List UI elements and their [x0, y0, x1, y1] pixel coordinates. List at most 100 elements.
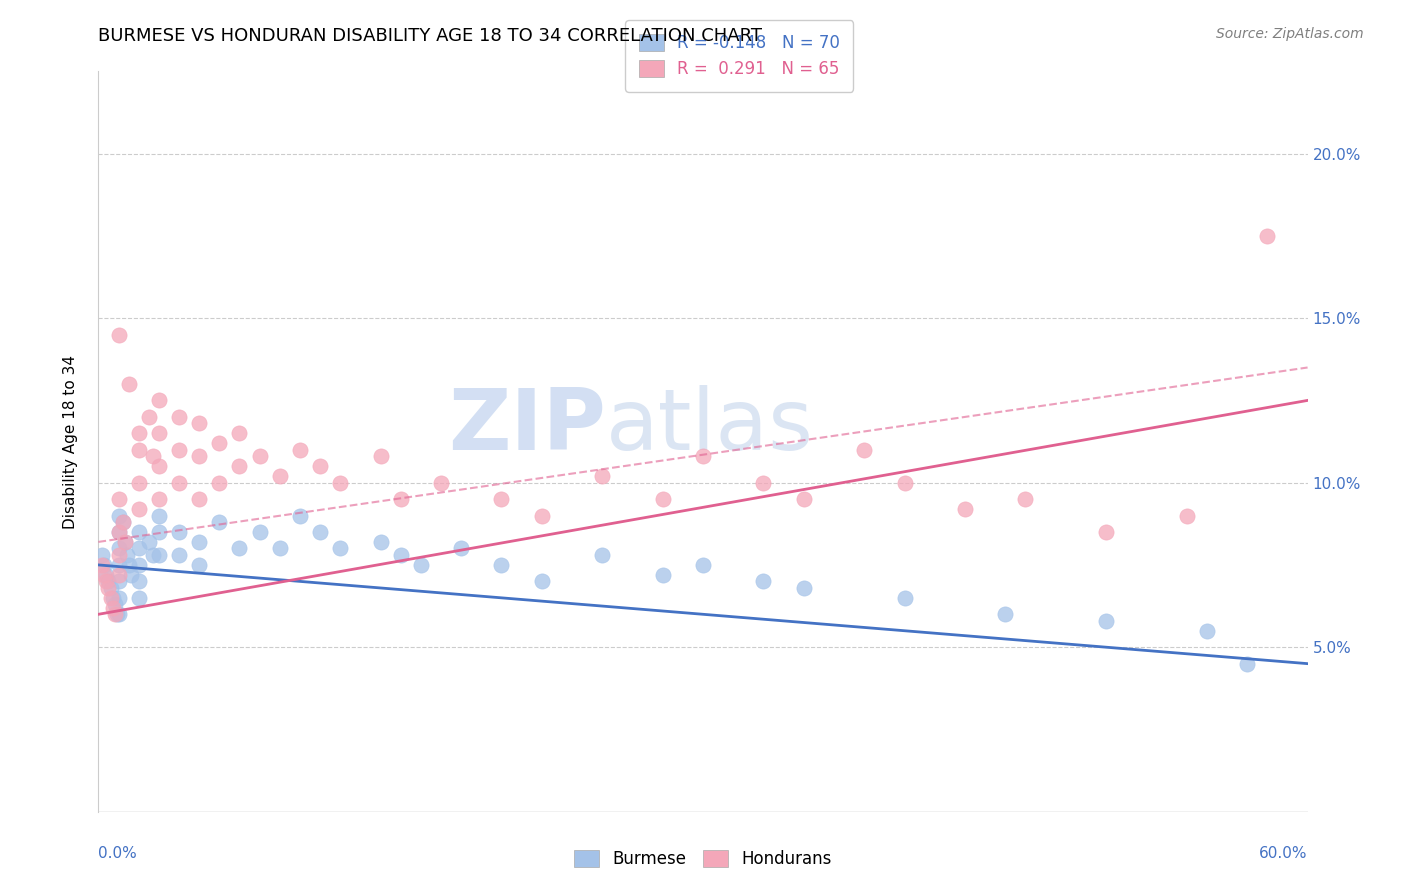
- Point: [111, 515, 134, 529]
- Point: [692, 450, 714, 464]
- Text: atlas: atlas: [606, 385, 814, 468]
- Text: BURMESE VS HONDURAN DISABILITY AGE 18 TO 34 CORRELATION CHART: BURMESE VS HONDURAN DISABILITY AGE 18 TO…: [98, 27, 762, 45]
- Point: [188, 450, 211, 464]
- Point: [128, 591, 150, 605]
- Point: [249, 524, 271, 539]
- Point: [228, 426, 250, 441]
- Point: [128, 442, 150, 457]
- Point: [692, 558, 714, 572]
- Point: [1175, 508, 1198, 523]
- Point: [1195, 624, 1218, 638]
- Point: [208, 436, 231, 450]
- Point: [591, 469, 613, 483]
- Point: [893, 591, 915, 605]
- Point: [389, 548, 412, 562]
- Point: [389, 492, 412, 507]
- Point: [167, 475, 190, 490]
- Point: [138, 535, 160, 549]
- Point: [128, 558, 150, 572]
- Point: [96, 567, 118, 582]
- Point: [107, 541, 129, 556]
- Point: [188, 535, 211, 549]
- Point: [118, 376, 141, 391]
- Point: [651, 567, 673, 582]
- Point: [167, 524, 190, 539]
- Point: [208, 515, 231, 529]
- Point: [107, 327, 129, 342]
- Point: [148, 548, 170, 562]
- Point: [91, 548, 114, 562]
- Point: [167, 442, 190, 457]
- Point: [793, 581, 815, 595]
- Point: [148, 508, 170, 523]
- Point: [107, 558, 129, 572]
- Point: [269, 469, 291, 483]
- Point: [288, 508, 311, 523]
- Point: [953, 502, 976, 516]
- Point: [105, 607, 128, 622]
- Point: [530, 508, 553, 523]
- Point: [167, 409, 190, 424]
- Point: [370, 535, 392, 549]
- Point: [107, 524, 129, 539]
- Point: [228, 541, 250, 556]
- Point: [167, 548, 190, 562]
- Point: [114, 535, 136, 549]
- Point: [93, 558, 115, 572]
- Y-axis label: Disability Age 18 to 34: Disability Age 18 to 34: [63, 354, 77, 529]
- Point: [329, 541, 352, 556]
- Point: [1236, 657, 1258, 671]
- Point: [115, 548, 138, 562]
- Point: [249, 450, 271, 464]
- Point: [188, 492, 211, 507]
- Point: [128, 502, 150, 516]
- Point: [309, 459, 332, 474]
- Point: [208, 475, 231, 490]
- Point: [97, 574, 120, 589]
- Point: [370, 450, 392, 464]
- Point: [1256, 228, 1278, 243]
- Point: [107, 574, 129, 589]
- Text: Source: ZipAtlas.com: Source: ZipAtlas.com: [1216, 27, 1364, 41]
- Point: [96, 574, 118, 589]
- Point: [97, 581, 120, 595]
- Legend: Burmese, Hondurans: Burmese, Hondurans: [568, 843, 838, 875]
- Text: 60.0%: 60.0%: [1260, 847, 1308, 862]
- Point: [142, 548, 165, 562]
- Point: [128, 426, 150, 441]
- Point: [188, 417, 211, 431]
- Point: [651, 492, 673, 507]
- Point: [491, 558, 513, 572]
- Point: [107, 567, 129, 582]
- Point: [1014, 492, 1036, 507]
- Point: [269, 541, 291, 556]
- Point: [530, 574, 553, 589]
- Point: [100, 591, 122, 605]
- Point: [148, 426, 170, 441]
- Point: [107, 607, 129, 622]
- Point: [103, 598, 125, 612]
- Text: 0.0%: 0.0%: [98, 847, 138, 862]
- Point: [793, 492, 815, 507]
- Point: [101, 591, 124, 605]
- Point: [409, 558, 432, 572]
- Point: [100, 581, 122, 595]
- Point: [450, 541, 472, 556]
- Point: [1095, 614, 1118, 628]
- Point: [752, 475, 775, 490]
- Point: [148, 393, 170, 408]
- Point: [107, 508, 129, 523]
- Point: [111, 515, 134, 529]
- Point: [430, 475, 453, 490]
- Legend: R = -0.148   N = 70, R =  0.291   N = 65: R = -0.148 N = 70, R = 0.291 N = 65: [626, 21, 853, 92]
- Point: [128, 541, 150, 556]
- Point: [188, 558, 211, 572]
- Point: [128, 524, 150, 539]
- Point: [107, 492, 129, 507]
- Point: [288, 442, 311, 457]
- Point: [591, 548, 613, 562]
- Point: [118, 558, 141, 572]
- Point: [142, 450, 165, 464]
- Point: [93, 567, 115, 582]
- Point: [91, 558, 114, 572]
